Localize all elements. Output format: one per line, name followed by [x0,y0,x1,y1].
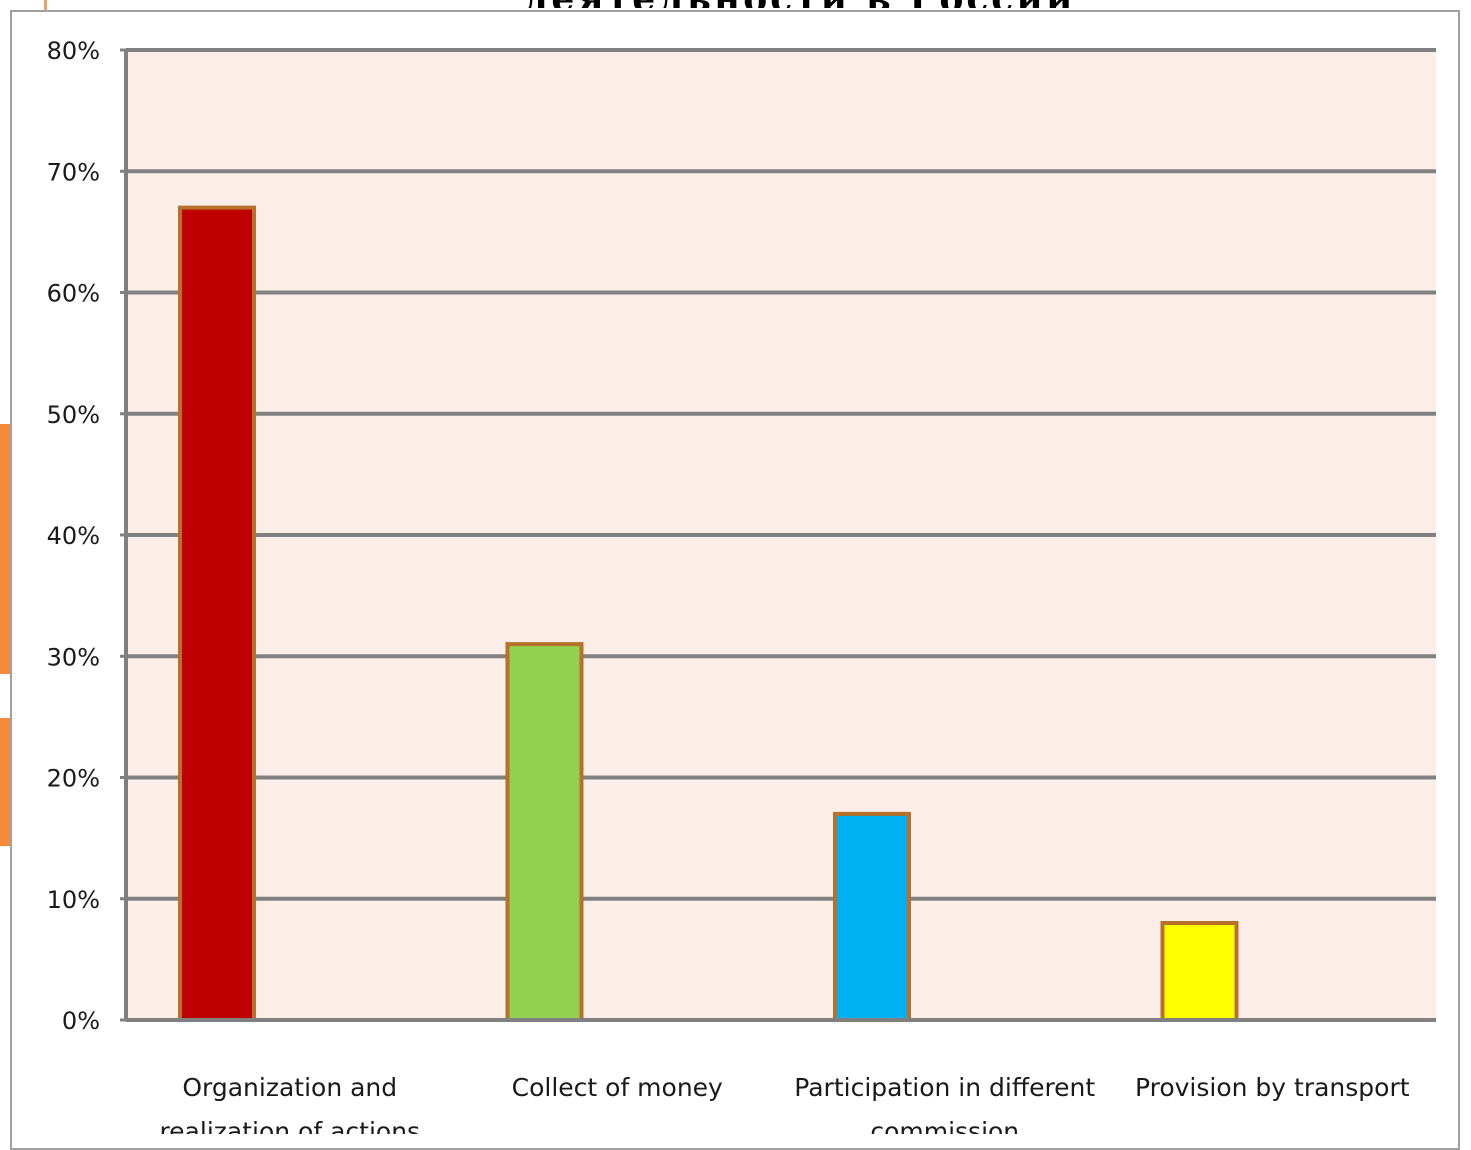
x-category-label: commission [870,1117,1019,1134]
y-tick-label: 10% [47,886,100,914]
x-category-label: Collect of money [512,1073,723,1102]
decorative-accent-line [44,0,47,14]
y-tick-label: 40% [47,522,100,550]
x-category-label: Organization and [182,1073,397,1102]
bar [505,642,584,1022]
bar [1160,921,1239,1022]
y-tick-label: 70% [47,158,100,186]
slide-title: деятельности в России [300,0,1300,8]
y-tick-label: 80% [47,37,100,65]
bar [833,811,911,1022]
y-tick-label: 0% [62,1007,100,1035]
x-category-label: Participation in different [794,1073,1095,1102]
x-category-label: Provision by transport [1135,1073,1410,1102]
y-tick-label: 30% [47,643,100,671]
y-tick-label: 20% [47,765,100,793]
bar [178,205,256,1022]
y-tick-label: 60% [47,280,100,308]
x-category-label: realization of actions [159,1117,420,1134]
y-tick-label: 50% [47,401,100,429]
